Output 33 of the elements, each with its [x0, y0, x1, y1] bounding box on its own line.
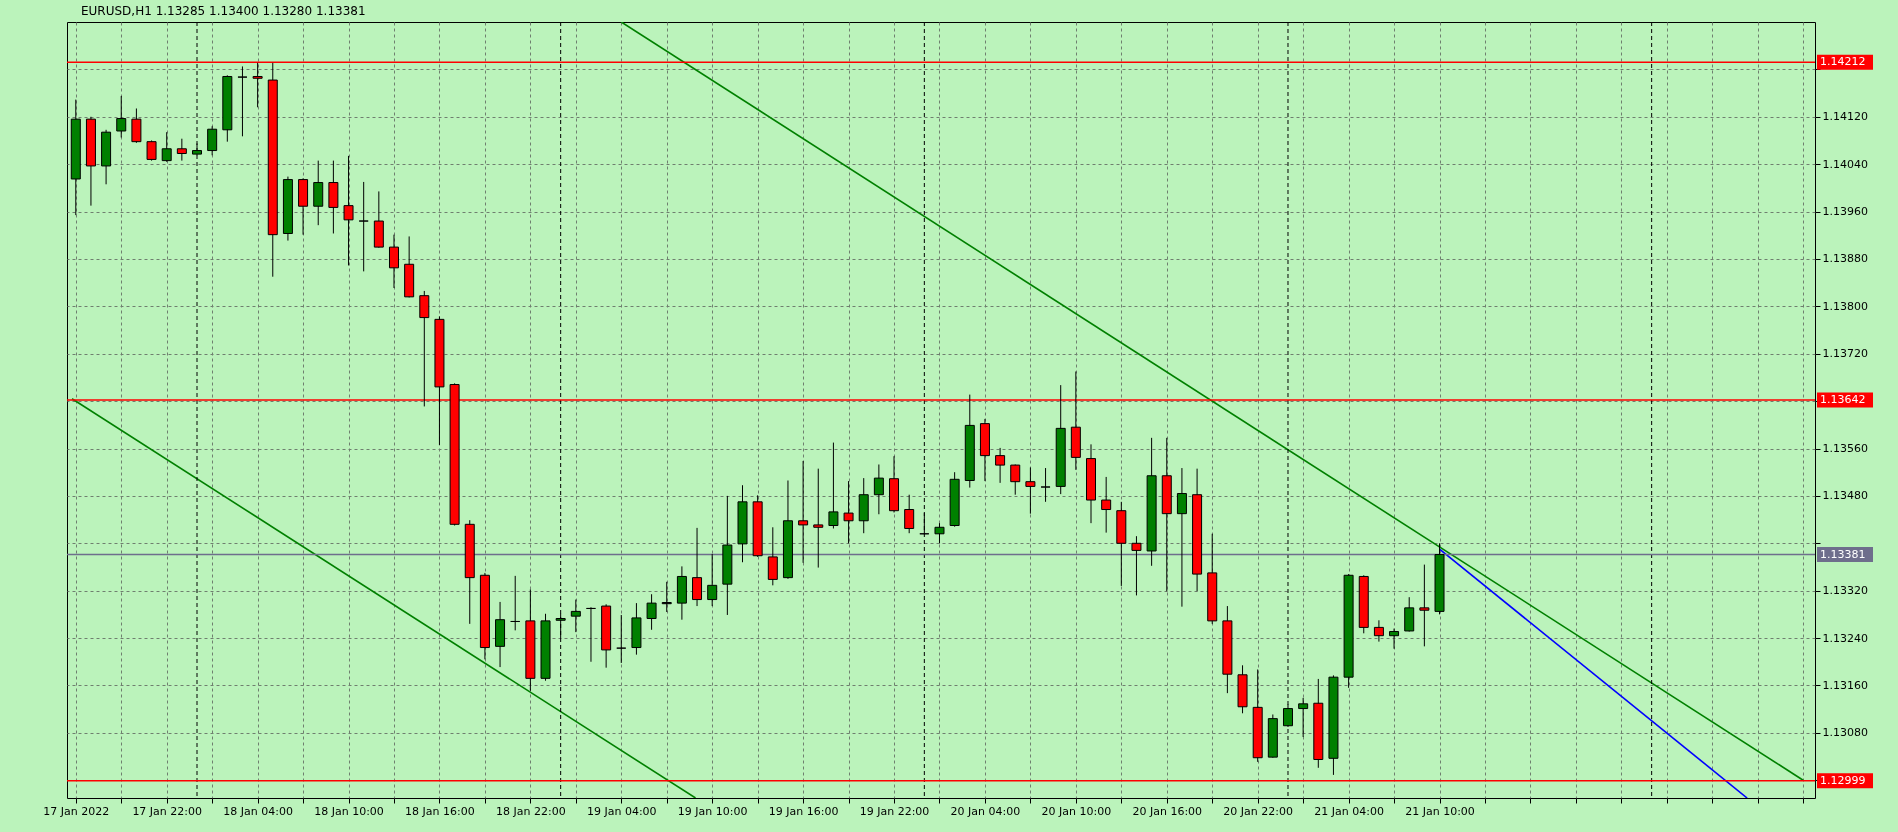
ref-line-label: 1.14212 [1820, 55, 1866, 69]
x-tick-label: 19 Jan 22:00 [859, 804, 930, 818]
y-tick-label: 1.13880 [1822, 252, 1868, 266]
y-tick-label: 1.13320 [1822, 584, 1868, 598]
x-tick-label: 20 Jan 22:00 [1223, 804, 1294, 818]
ref-line-label: 1.13642 [1820, 392, 1866, 406]
ref-line-label: 1.13381 [1820, 547, 1866, 561]
x-tick-label: 18 Jan 10:00 [314, 804, 384, 818]
x-tick-label: 20 Jan 16:00 [1132, 804, 1203, 818]
y-tick-label: 1.13080 [1822, 726, 1868, 740]
chart-title: EURUSD,H1 1.13285 1.13400 1.13280 1.13381 [81, 3, 366, 18]
y-tick-label: 1.13560 [1822, 442, 1868, 455]
x-tick-label: 19 Jan 04:00 [586, 804, 657, 818]
x-tick-label: 19 Jan 16:00 [768, 804, 839, 818]
x-tick-label: 19 Jan 10:00 [677, 804, 748, 818]
y-tick-label: 1.13480 [1822, 489, 1868, 503]
x-tick-label: 18 Jan 04:00 [223, 804, 293, 818]
ref-line-label: 1.12999 [1820, 773, 1866, 787]
x-tick-label: 21 Jan 04:00 [1314, 804, 1384, 818]
y-tick-label: 1.14040 [1822, 157, 1868, 171]
y-tick-label: 1.14120 [1822, 110, 1868, 124]
x-tick-label: 18 Jan 22:00 [496, 804, 566, 818]
y-tick-label: 1.13240 [1822, 631, 1868, 645]
x-tick-label: 21 Jan 10:00 [1405, 804, 1475, 818]
x-tick-label: 20 Jan 10:00 [1041, 804, 1112, 818]
x-tick-label: 20 Jan 04:00 [950, 804, 1021, 818]
y-tick-label: 1.13800 [1822, 299, 1868, 313]
y-tick-label: 1.13960 [1822, 205, 1868, 219]
x-tick-label: 18 Jan 16:00 [405, 804, 475, 818]
y-tick-label: 1.13720 [1822, 347, 1868, 361]
x-tick-label: 17 Jan 22:00 [132, 804, 203, 818]
x-tick-label: 17 Jan 2022 [43, 804, 110, 818]
y-tick-label: 1.13160 [1822, 678, 1868, 692]
